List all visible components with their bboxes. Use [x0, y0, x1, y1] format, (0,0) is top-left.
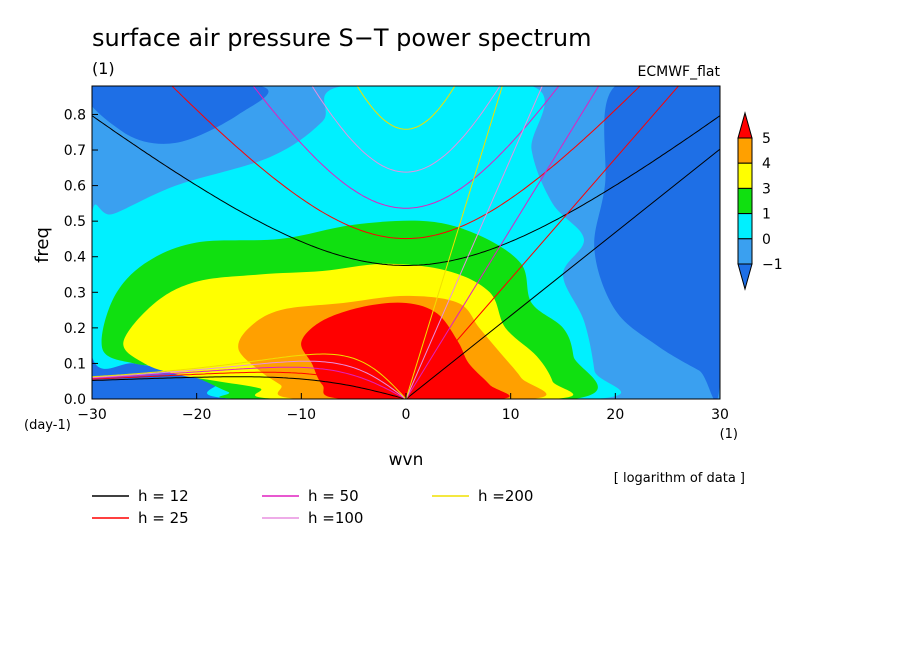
y-tick-label: 0.6 [64, 179, 86, 195]
y-tick-label: 0.2 [64, 321, 86, 337]
legend-label-h100: h =100 [308, 509, 363, 527]
curve-rossby-h200 [92, 353, 407, 399]
curve-kelvin-h25 [405, 86, 680, 399]
x-axis: −30 −20 −10 0 10 20 30 [77, 393, 729, 423]
chart-title: surface air pressure S−T power spectrum [92, 24, 592, 52]
colorbar-label: 3 [762, 181, 771, 197]
colorbar-label: 1 [762, 207, 771, 223]
chart-subtitle-left: (1) [92, 59, 115, 78]
dispersion-curves [92, 86, 720, 399]
y-axis-label: freq [32, 227, 53, 263]
colorbar-box [737, 213, 753, 240]
fill-low-topleft [92, 86, 269, 144]
colorbar-box [737, 162, 753, 189]
curve-kelvin-h200 [405, 86, 503, 399]
colorbar-top-arrow [737, 111, 753, 139]
x-tick-label: 20 [606, 407, 624, 423]
y-tick-label: 0.5 [64, 214, 86, 230]
x-unit-label: (1) [720, 427, 738, 442]
x-tick-label: −10 [287, 407, 317, 423]
curve-rossby-h100 [92, 360, 407, 399]
x-tick-label: −20 [182, 407, 212, 423]
curve-gravity-h12 [92, 115, 720, 266]
curve-rossby-h12 [92, 376, 407, 399]
curve-rossby-h50 [92, 366, 407, 399]
legend: h = 12 h = 25 h = 50 h =100 h =200 [92, 487, 533, 527]
x-tick-label: −30 [77, 407, 107, 423]
colorbar-box [737, 137, 753, 164]
y-tick-label: 0.1 [64, 356, 86, 372]
contour-fill [92, 86, 720, 399]
x-tick-label: 30 [711, 407, 729, 423]
y-tick-label: 0.0 [64, 392, 86, 408]
colorbar: 5 4 3 1 0 −1 [737, 111, 783, 291]
y-tick-label: 0.8 [64, 107, 86, 123]
y-tick-label: 0.4 [64, 250, 86, 266]
legend-label-h25: h = 25 [138, 509, 189, 527]
curve-gravity-h200 [356, 86, 456, 130]
x-tick-label: 0 [402, 407, 411, 423]
colorbar-bottom-arrow [737, 263, 753, 291]
colorbar-box [737, 238, 753, 265]
curve-gravity-h50 [252, 86, 560, 209]
fill-low-bottomleft [92, 354, 246, 399]
curve-gravity-h25 [171, 86, 641, 240]
legend-label-h12: h = 12 [138, 487, 189, 505]
colorbar-label: −1 [762, 257, 783, 273]
curve-rossby-h25 [92, 371, 407, 399]
legend-label-h50: h = 50 [308, 487, 359, 505]
curve-kelvin-h12 [405, 148, 720, 399]
y-tick-label: 0.7 [64, 143, 86, 159]
colorbar-label: 0 [762, 232, 771, 248]
chart-subtitle-right: ECMWF_flat [638, 64, 721, 80]
legend-label-h200: h =200 [478, 487, 533, 505]
data-note: [ logarithm of data ] [614, 471, 745, 486]
x-axis-label: wvn [389, 450, 424, 470]
fill-low-right [594, 86, 720, 399]
colorbar-label: 5 [762, 131, 771, 147]
colorbar-label: 4 [762, 156, 771, 172]
colorbar-box [737, 187, 753, 215]
y-axis: 0.0 0.1 0.2 0.3 0.4 0.5 0.6 0.7 0.8 [64, 107, 98, 408]
curve-kelvin-h100 [405, 86, 543, 399]
y-unit-label: (day-1) [24, 418, 71, 433]
curve-gravity-h100 [311, 86, 501, 173]
curve-kelvin-h50 [405, 86, 600, 399]
y-tick-label: 0.3 [64, 285, 86, 301]
x-tick-label: 10 [502, 407, 520, 423]
